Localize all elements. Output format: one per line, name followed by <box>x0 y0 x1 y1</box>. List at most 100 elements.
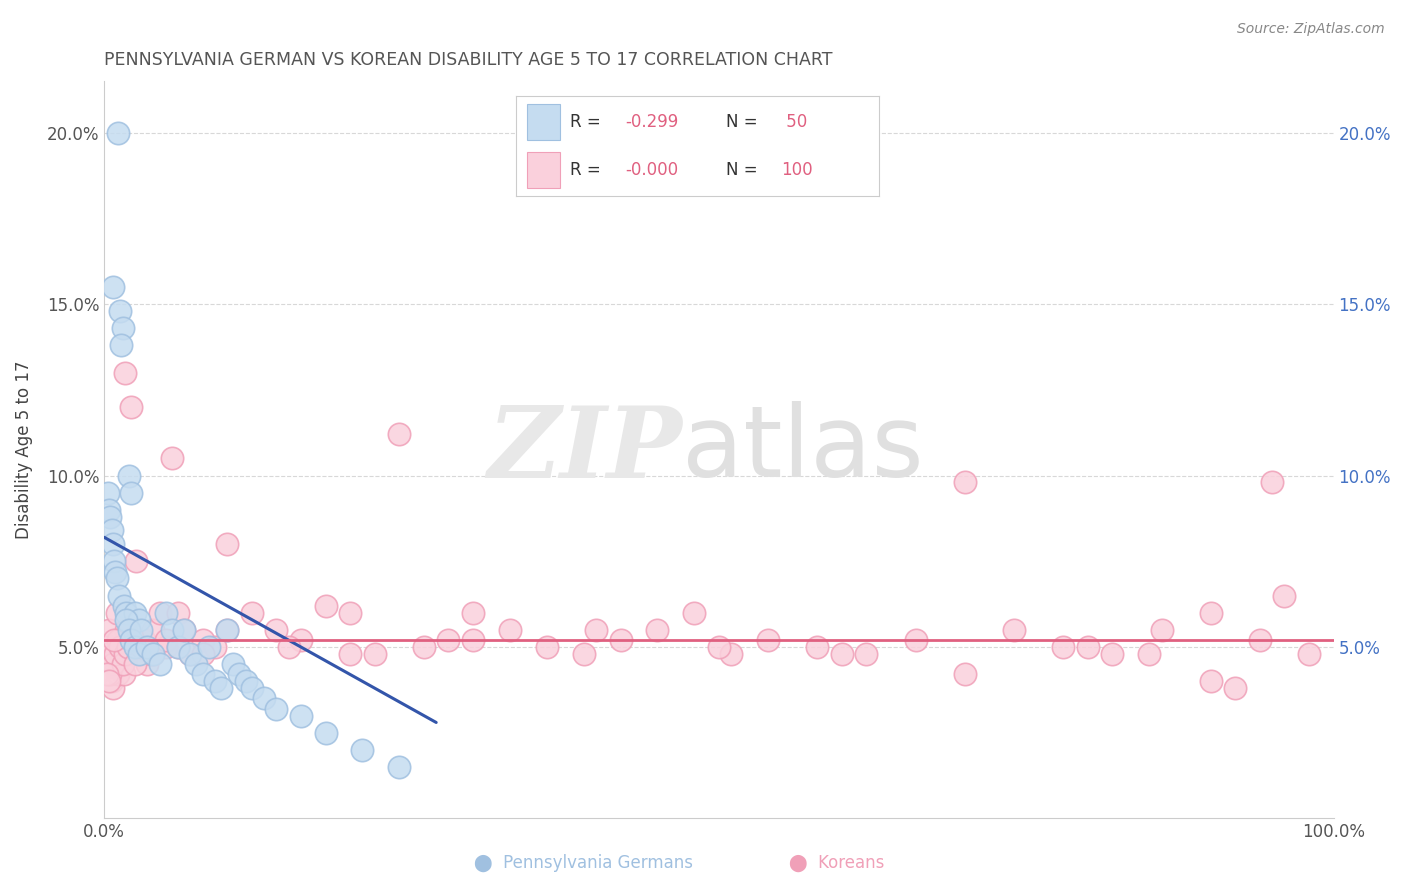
Point <box>277 640 299 654</box>
Point <box>136 657 159 672</box>
Point <box>204 640 226 654</box>
Point <box>124 657 146 672</box>
Point <box>117 640 139 654</box>
Point <box>100 640 122 654</box>
Point <box>253 691 276 706</box>
Point <box>461 606 484 620</box>
Point <box>115 623 138 637</box>
Point <box>122 640 145 654</box>
Point <box>364 647 387 661</box>
Point <box>235 674 257 689</box>
Point <box>94 640 117 654</box>
Point <box>100 509 122 524</box>
Point <box>115 606 138 620</box>
Point <box>585 623 607 637</box>
Point <box>609 633 631 648</box>
Point <box>315 599 337 613</box>
Point <box>139 647 162 661</box>
Point <box>266 702 288 716</box>
Point <box>104 647 127 661</box>
Point <box>352 743 374 757</box>
Point <box>124 640 146 654</box>
Point <box>217 623 239 637</box>
Point <box>167 640 190 654</box>
Point <box>806 640 828 654</box>
Point <box>756 633 779 648</box>
Point <box>1199 606 1222 620</box>
Point <box>388 760 411 774</box>
Point <box>290 633 312 648</box>
Point <box>173 623 195 637</box>
Point <box>97 485 120 500</box>
Point <box>142 623 165 637</box>
Point <box>108 633 131 648</box>
Point <box>499 623 522 637</box>
Point <box>111 657 134 672</box>
Point <box>953 475 976 490</box>
Point <box>97 667 120 681</box>
Point <box>103 633 125 648</box>
Point <box>1137 647 1160 661</box>
Point <box>112 599 135 613</box>
Point <box>129 623 152 637</box>
Point <box>855 647 877 661</box>
Point <box>136 640 159 654</box>
Point <box>107 126 129 140</box>
Text: ⬤  Pennsylvania Germans: ⬤ Pennsylvania Germans <box>474 855 693 872</box>
Point <box>115 613 138 627</box>
Text: ⬤  Koreans: ⬤ Koreans <box>789 855 884 872</box>
Point <box>105 572 128 586</box>
Point <box>120 400 142 414</box>
Point <box>96 657 118 672</box>
Point <box>129 640 152 654</box>
Point <box>111 640 134 654</box>
Point <box>105 606 128 620</box>
Point <box>1249 633 1271 648</box>
Text: Source: ZipAtlas.com: Source: ZipAtlas.com <box>1237 22 1385 37</box>
Point <box>179 647 201 661</box>
Point <box>128 613 150 627</box>
Point <box>118 633 141 648</box>
Point <box>117 647 139 661</box>
Point <box>1101 647 1123 661</box>
Point <box>142 647 165 661</box>
Point <box>1002 623 1025 637</box>
Point <box>110 640 132 654</box>
Point <box>1274 589 1296 603</box>
Point <box>120 633 142 648</box>
Point <box>118 623 141 637</box>
Point <box>222 657 245 672</box>
Y-axis label: Disability Age 5 to 17: Disability Age 5 to 17 <box>15 360 32 539</box>
Point <box>217 537 239 551</box>
Point <box>124 606 146 620</box>
Point <box>240 681 263 696</box>
Point <box>118 468 141 483</box>
Point <box>339 647 361 661</box>
Point <box>683 606 706 620</box>
Point <box>160 623 183 637</box>
Point <box>108 589 131 603</box>
Point <box>1298 647 1320 661</box>
Point <box>101 280 124 294</box>
Point <box>167 640 190 654</box>
Point <box>128 640 150 654</box>
Point <box>904 633 927 648</box>
Point <box>100 524 122 538</box>
Point <box>831 647 853 661</box>
Point <box>125 554 148 568</box>
Point <box>720 647 742 661</box>
Point <box>101 537 124 551</box>
Point <box>204 674 226 689</box>
Point <box>120 485 142 500</box>
Point <box>339 606 361 620</box>
Point <box>155 640 177 654</box>
Point <box>98 503 121 517</box>
Point <box>148 657 170 672</box>
Point <box>97 647 120 661</box>
Point <box>96 667 118 681</box>
Point <box>1225 681 1247 696</box>
Point <box>101 681 124 696</box>
Point <box>191 633 214 648</box>
Point <box>112 667 135 681</box>
Point <box>647 623 669 637</box>
